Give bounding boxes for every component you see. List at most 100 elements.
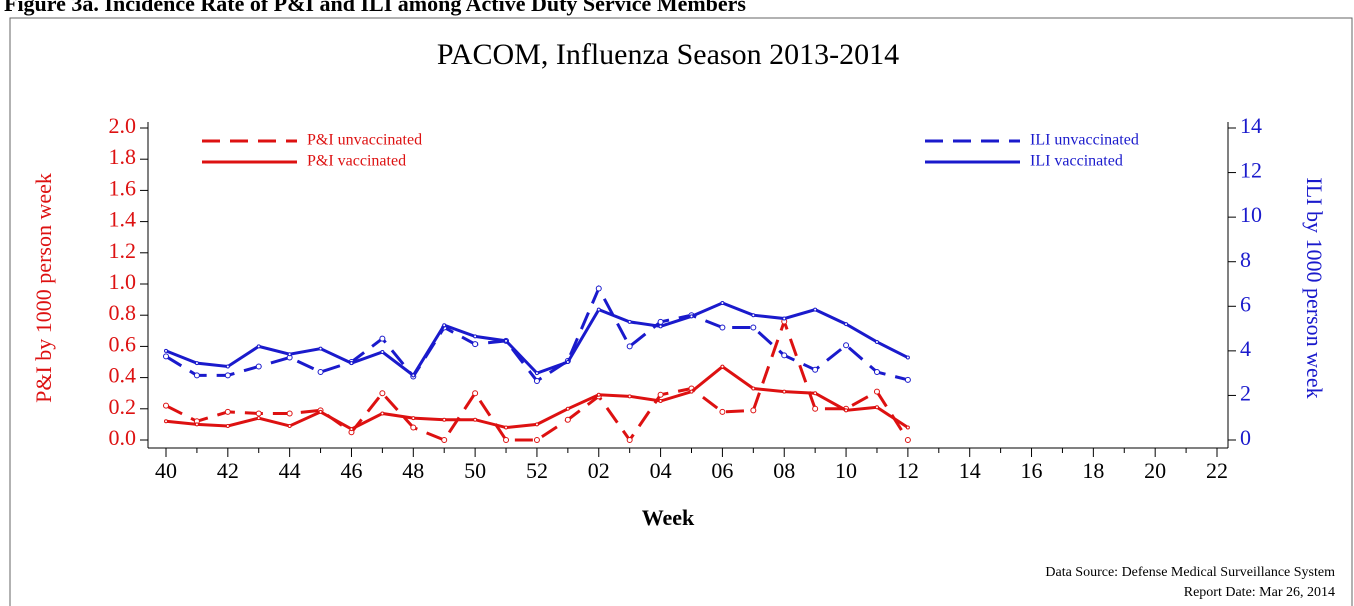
point xyxy=(781,352,788,359)
point xyxy=(255,363,262,370)
y2-tick-label: 4 xyxy=(1240,336,1251,361)
x-tick-label: 46 xyxy=(340,458,362,483)
point xyxy=(657,318,664,325)
point xyxy=(565,406,570,411)
point xyxy=(255,410,262,417)
y-tick-label: 1.0 xyxy=(109,269,137,294)
point xyxy=(626,437,633,443)
point xyxy=(812,405,819,412)
y-axis-title: P&I by 1000 person week xyxy=(31,173,56,403)
x-tick-label: 10 xyxy=(835,458,857,483)
point xyxy=(503,437,510,443)
point xyxy=(905,425,910,430)
point xyxy=(782,316,787,321)
point xyxy=(256,416,261,421)
point xyxy=(473,417,478,422)
y2-axis-title: ILI by 1000 person week xyxy=(1302,177,1327,398)
y2-tick-label: 0 xyxy=(1240,425,1251,450)
y2-tick-label: 6 xyxy=(1240,291,1251,316)
point xyxy=(782,389,787,394)
x-tick-label: 18 xyxy=(1082,458,1104,483)
point xyxy=(318,346,323,351)
point xyxy=(533,437,540,443)
date-note: Report Date: Mar 26, 2014 xyxy=(1184,585,1335,600)
y-tick-label: 0.2 xyxy=(109,394,137,419)
x-tick-label: 02 xyxy=(588,458,610,483)
point xyxy=(658,324,663,329)
point xyxy=(874,339,879,344)
figure-header: Figure 3a. Incidence Rate of P&I and ILI… xyxy=(4,0,746,16)
point xyxy=(379,390,386,397)
legend-label: P&I unvaccinated xyxy=(307,132,422,149)
point xyxy=(224,408,231,415)
x-tick-label: 50 xyxy=(464,458,486,483)
y2-tick-label: 8 xyxy=(1240,247,1251,272)
point xyxy=(627,319,632,324)
point xyxy=(442,323,447,328)
point xyxy=(225,364,230,369)
point xyxy=(812,366,819,373)
point xyxy=(379,335,386,342)
point xyxy=(163,402,169,409)
point xyxy=(317,369,324,376)
series-line xyxy=(165,364,909,431)
point xyxy=(533,377,540,384)
x-tick-label: 52 xyxy=(526,458,548,483)
point xyxy=(411,416,416,421)
y-tick-label: 1.2 xyxy=(109,238,137,263)
x-tick-label: 06 xyxy=(711,458,733,483)
point xyxy=(504,338,509,343)
point xyxy=(442,417,447,422)
y2-tick-label: 10 xyxy=(1240,202,1262,227)
point xyxy=(349,427,354,432)
point xyxy=(380,349,385,354)
y-tick-label: 0.8 xyxy=(109,300,137,325)
point xyxy=(565,360,570,364)
point xyxy=(844,408,849,413)
point xyxy=(844,322,849,327)
point xyxy=(472,390,479,397)
point xyxy=(410,424,417,431)
point xyxy=(256,344,261,349)
point xyxy=(904,437,911,443)
point xyxy=(596,392,601,397)
point xyxy=(904,376,911,383)
point xyxy=(689,314,694,319)
point xyxy=(689,389,694,394)
x-tick-label: 48 xyxy=(402,458,424,483)
x-tick-label: 16 xyxy=(1021,458,1043,483)
point xyxy=(163,353,169,360)
legend-label: ILI vaccinated xyxy=(1030,153,1123,170)
point xyxy=(874,405,879,410)
point xyxy=(380,411,385,416)
source-note: Data Source: Defense Medical Surveillanc… xyxy=(1045,565,1335,580)
point xyxy=(411,373,416,378)
y-tick-label: 0.0 xyxy=(109,425,137,450)
chart-title: PACOM, Influenza Season 2013-2014 xyxy=(437,38,899,71)
point xyxy=(873,388,880,395)
x-tick-label: 22 xyxy=(1206,458,1228,483)
point xyxy=(225,423,230,428)
legend-label: ILI unvaccinated xyxy=(1030,132,1139,149)
point xyxy=(719,408,726,415)
point xyxy=(813,391,818,396)
point xyxy=(905,355,910,360)
point xyxy=(504,425,509,430)
y-tick-label: 0.4 xyxy=(109,363,137,388)
point xyxy=(843,342,850,349)
point xyxy=(194,422,199,427)
point xyxy=(596,307,601,312)
y-tick-label: 2.0 xyxy=(109,113,137,138)
point xyxy=(534,422,539,427)
point xyxy=(720,300,725,305)
point xyxy=(751,313,756,318)
point xyxy=(657,391,664,398)
y-tick-label: 0.6 xyxy=(109,331,137,356)
point xyxy=(349,361,354,366)
point xyxy=(164,348,168,353)
point xyxy=(658,399,663,403)
y2-tick-label: 2 xyxy=(1240,380,1251,405)
frame xyxy=(9,17,1353,606)
